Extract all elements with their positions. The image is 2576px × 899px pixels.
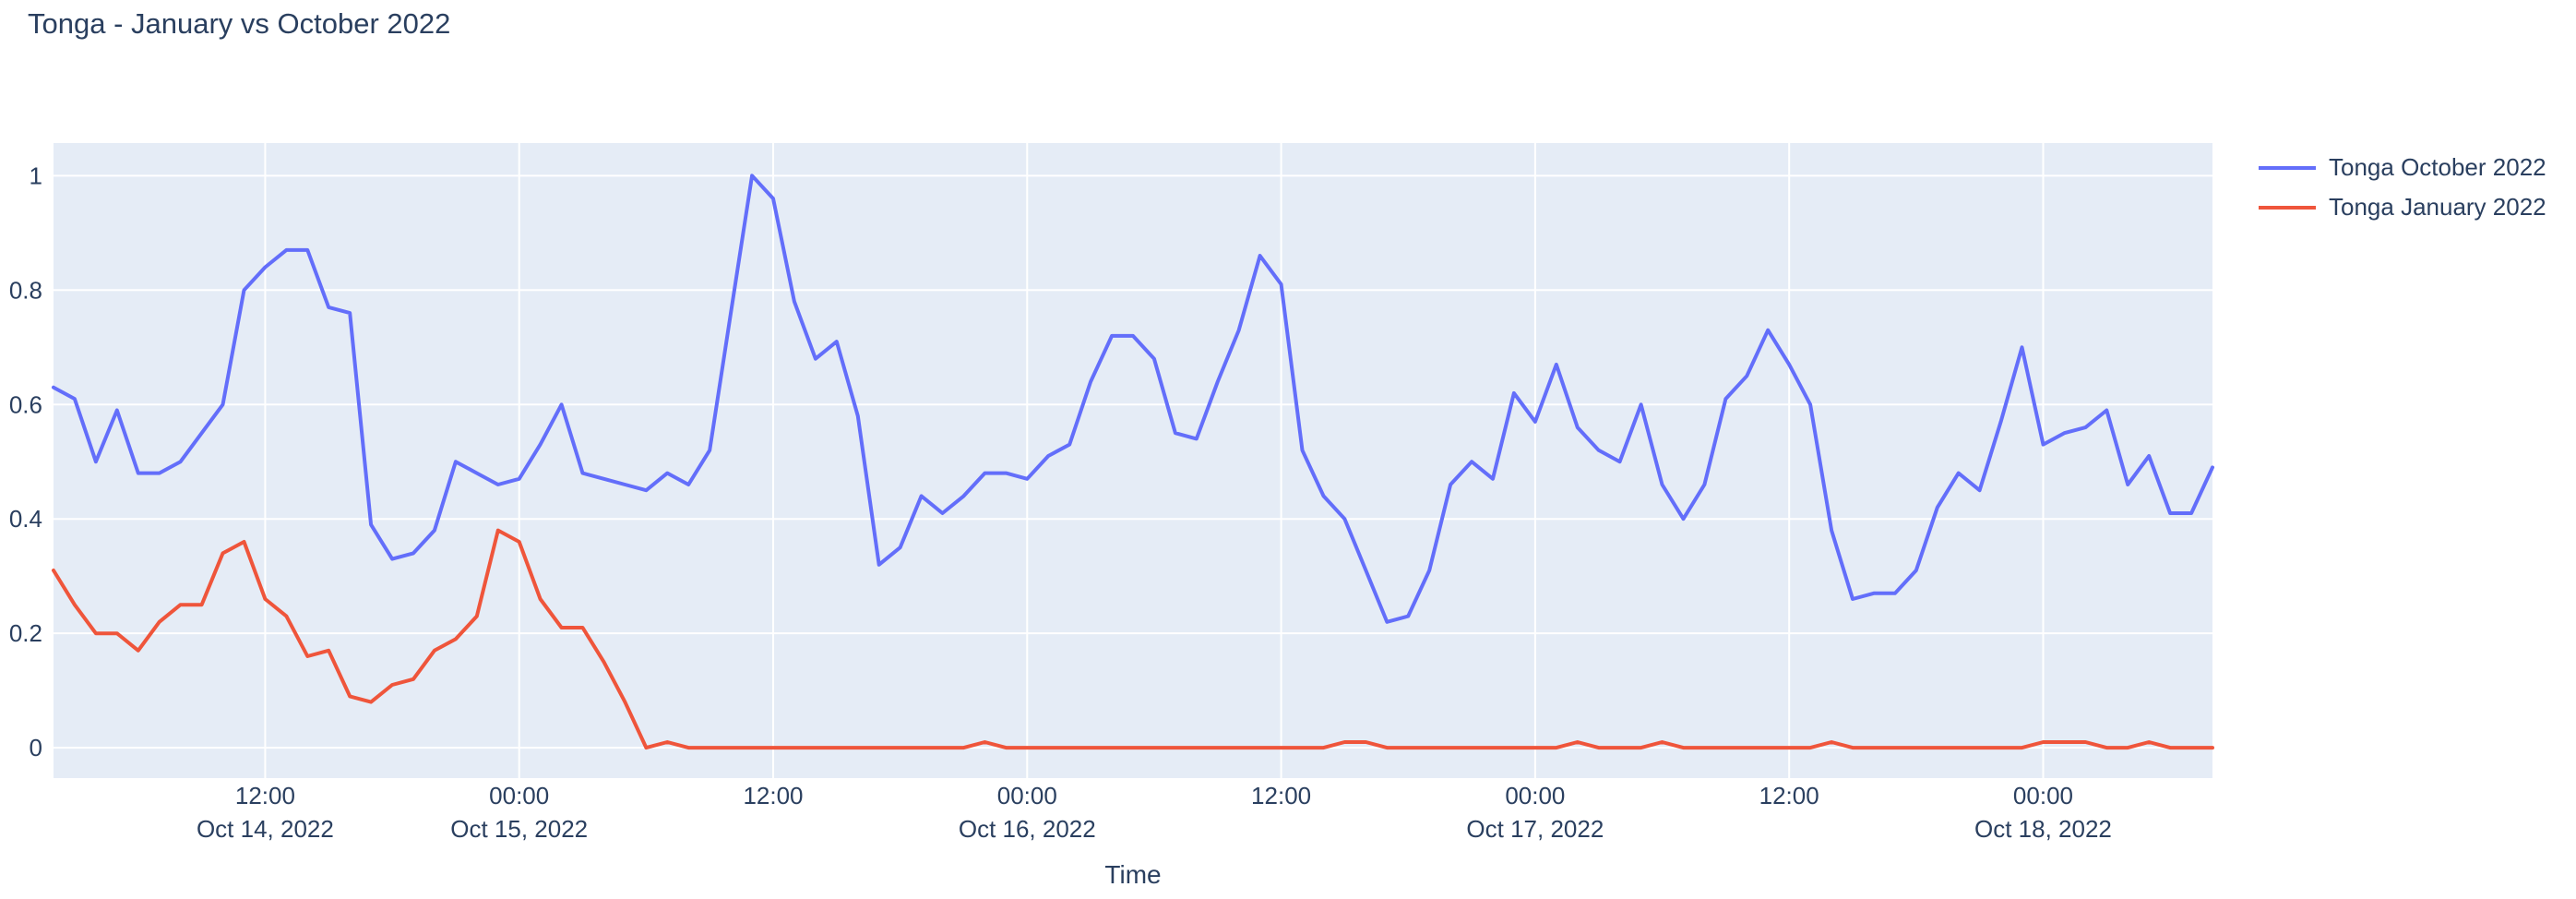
x-axis-title: Time [1104, 860, 1162, 889]
x-tick-date-label: Oct 17, 2022 [1466, 815, 1604, 843]
x-tick-date-label: Oct 15, 2022 [450, 815, 588, 843]
x-tick-date-label: Oct 18, 2022 [1974, 815, 2112, 843]
chart-title: Tonga - January vs October 2022 [28, 7, 451, 40]
y-tick-label: 0 [30, 734, 42, 761]
x-tick-time-label: 00:00 [997, 782, 1057, 809]
x-tick-time-label: 12:00 [743, 782, 803, 809]
x-tick-time-label: 00:00 [2013, 782, 2073, 809]
legend-label-october: Tonga October 2022 [2329, 153, 2546, 181]
y-tick-label: 0.2 [9, 619, 42, 647]
x-tick-time-label: 12:00 [235, 782, 295, 809]
x-tick-time-label: 00:00 [1505, 782, 1565, 809]
x-tick-date-label: Oct 16, 2022 [959, 815, 1096, 843]
y-tick-label: 1 [30, 162, 42, 189]
x-tick-time-label: 00:00 [489, 782, 549, 809]
x-tick-time-label: 12:00 [1759, 782, 1819, 809]
y-tick-label: 0.6 [9, 390, 42, 418]
legend-item-january[interactable]: Tonga January 2022 [2259, 193, 2546, 222]
x-tick-time-label: 12:00 [1251, 782, 1311, 809]
x-tick-date-label: Oct 14, 2022 [197, 815, 334, 843]
series-line-october[interactable] [52, 174, 2214, 624]
y-tick-label: 0.4 [9, 505, 42, 533]
series-line-january[interactable] [52, 528, 2214, 750]
plot-area[interactable] [54, 143, 2212, 778]
legend-item-october[interactable]: Tonga October 2022 [2259, 153, 2546, 182]
y-tick-label: 0.8 [9, 276, 42, 304]
legend: Tonga October 2022 Tonga January 2022 [2259, 153, 2546, 222]
legend-line-swatch-january [2259, 205, 2316, 210]
legend-label-january: Tonga January 2022 [2329, 193, 2546, 221]
legend-line-swatch-october [2259, 165, 2316, 170]
